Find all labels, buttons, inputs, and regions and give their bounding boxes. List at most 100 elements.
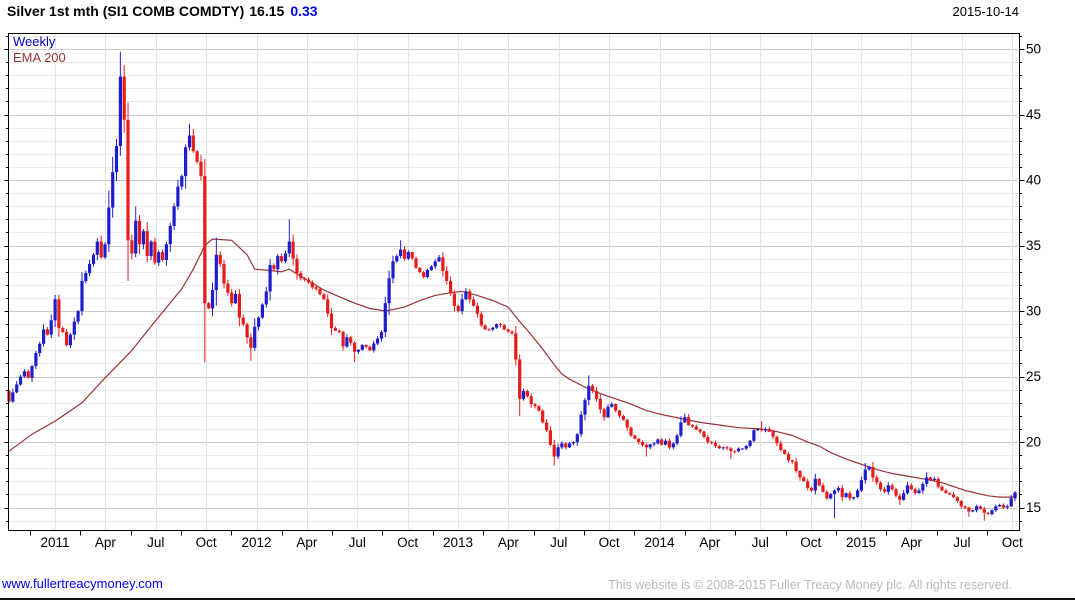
candle-down <box>955 497 959 501</box>
candle-down <box>207 303 211 309</box>
candle-up <box>990 510 994 515</box>
candle-down <box>472 299 476 306</box>
candle-down <box>337 330 341 333</box>
candle-down <box>218 254 222 264</box>
candle-up <box>391 261 395 279</box>
candle-down <box>871 467 875 478</box>
candle-up <box>675 435 679 444</box>
candle-up <box>867 467 871 470</box>
candle-up <box>257 317 261 327</box>
candle-up <box>49 320 53 335</box>
candle-up <box>683 417 687 423</box>
y-axis-label: 50 <box>1026 42 1041 57</box>
candle-up <box>72 321 76 335</box>
candle-down <box>529 396 533 405</box>
candle-down <box>306 279 311 283</box>
candle-down <box>322 294 326 300</box>
candle-down <box>45 329 49 335</box>
candle-up <box>276 256 280 270</box>
candle-down <box>775 436 779 444</box>
candle-up <box>425 270 430 277</box>
candle-up <box>114 146 119 173</box>
candle-down <box>706 437 710 443</box>
x-axis-label: Oct <box>800 535 821 550</box>
candle-down <box>882 489 887 492</box>
candle-up <box>829 494 833 499</box>
candle-down <box>694 426 698 430</box>
candle-down <box>940 486 944 491</box>
candle-down <box>617 410 622 416</box>
candle-down <box>245 324 249 338</box>
candle-down <box>364 345 368 347</box>
candle-up <box>575 434 579 443</box>
candle-down <box>161 252 165 260</box>
candle-up <box>671 443 675 448</box>
candle-up <box>856 490 860 497</box>
candle-up <box>932 478 936 481</box>
candle-down <box>710 442 714 444</box>
candle-up <box>437 257 441 262</box>
site-link[interactable]: www.fullertreacymoney.com <box>2 576 163 591</box>
candle-down <box>191 135 195 152</box>
candle-down <box>468 291 472 300</box>
candle-up <box>656 439 660 444</box>
price-change: 0.33 <box>290 3 318 19</box>
candle-up <box>433 261 437 267</box>
candle-down <box>483 325 487 330</box>
candle-down <box>621 415 625 420</box>
candle-up <box>134 220 138 254</box>
candle-down <box>771 431 775 437</box>
candle-down <box>502 325 506 330</box>
candle-up <box>88 263 92 274</box>
y-axis-label: 20 <box>1026 435 1041 450</box>
candle-up <box>372 343 376 351</box>
candle-up <box>260 304 264 318</box>
candle-down <box>326 299 330 314</box>
candle-down <box>809 487 814 491</box>
candle-up <box>971 510 975 512</box>
copyright-text: This website is © 2008-2015 Fuller Treac… <box>608 578 1012 592</box>
candle-down <box>226 283 230 293</box>
candle-down <box>713 442 718 447</box>
x-axis-label: Jul <box>752 535 769 550</box>
candle-down <box>637 438 641 442</box>
candle-down <box>802 477 806 482</box>
candle-down <box>840 487 844 498</box>
candle-down <box>767 429 771 432</box>
candle-up <box>34 353 38 367</box>
x-axis-label: Jul <box>953 535 970 550</box>
candle-up <box>610 404 614 407</box>
last-price: 16.15 <box>249 3 285 19</box>
candle-up <box>80 280 84 311</box>
candle-down <box>295 258 299 274</box>
candle-down <box>959 501 963 507</box>
candle-down <box>418 267 422 273</box>
candle-down <box>57 299 61 329</box>
candle-down <box>122 76 126 120</box>
candle-up <box>172 206 176 226</box>
candle-up <box>740 448 744 450</box>
candle-down <box>644 444 648 448</box>
chart-date: 2015-10-14 <box>952 4 1020 19</box>
candle-up <box>22 371 26 377</box>
candle-up <box>283 253 288 262</box>
y-axis-label: 25 <box>1026 369 1041 384</box>
candle-up <box>836 487 840 491</box>
candle-up <box>859 480 863 491</box>
legend-ema200: EMA 200 <box>13 50 66 65</box>
candle-up <box>76 311 80 322</box>
candle-up <box>679 422 683 436</box>
candle-down <box>475 305 479 314</box>
candle-down <box>61 328 65 332</box>
y-axis-label: 40 <box>1026 173 1041 188</box>
candle-up <box>886 485 890 492</box>
x-axis-label: Jul <box>550 535 567 550</box>
candle-down <box>291 241 295 259</box>
candle-down <box>978 506 982 509</box>
candle-up <box>11 392 15 402</box>
candle-down <box>629 427 633 436</box>
candle-up <box>95 241 99 255</box>
candle-up <box>268 265 272 292</box>
